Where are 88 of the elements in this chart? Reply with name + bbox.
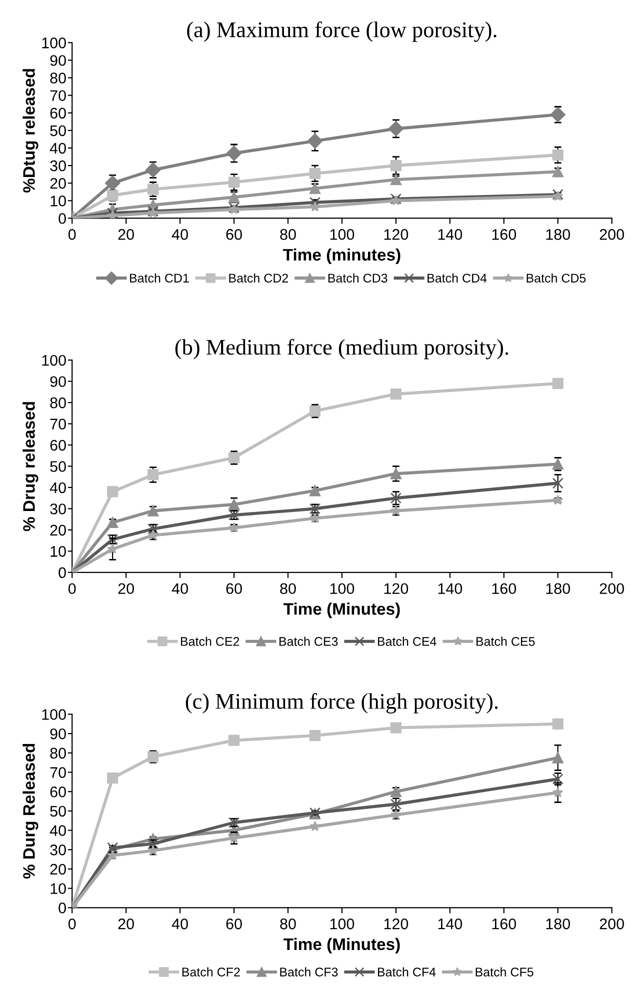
x-tick-label: 140	[438, 229, 462, 240]
legend-label: Batch CE4	[378, 636, 436, 646]
x-tick-label: 100	[330, 229, 354, 240]
y-axis-title: % Drug released	[22, 402, 38, 532]
legend-label: Batch CE3	[279, 636, 338, 646]
legend-label: Batch CE5	[476, 636, 535, 646]
x-tick-label: 20	[118, 583, 134, 594]
y-tick-label: 80	[50, 748, 66, 759]
chart-title: (c) Minimum force (high porosity).	[186, 693, 498, 714]
x-tick-label: 160	[492, 229, 516, 240]
x-tick-label: 200	[600, 918, 624, 930]
y-tick-label: 50	[50, 125, 66, 136]
x-tick-label: 80	[280, 229, 296, 240]
y-tick-label: 40	[50, 482, 66, 494]
y-tick-label: 70	[50, 418, 66, 430]
legend-label: Batch CD2	[229, 273, 288, 283]
x-tick-label: 20	[118, 229, 134, 240]
x-tick-label: 80	[280, 918, 296, 930]
x-tick-label: 120	[384, 918, 408, 930]
y-tick-label: 20	[50, 524, 66, 536]
y-tick-label: 0	[58, 902, 66, 914]
x-tick-label: 200	[600, 583, 624, 594]
x-tick-label: 140	[438, 583, 462, 594]
legend-label: Batch CD1	[130, 273, 189, 283]
legend-label: Batch CF3	[280, 967, 338, 976]
y-tick-label: 20	[50, 864, 66, 875]
x-tick-label: 40	[172, 918, 188, 930]
x-axis-title: Time (Minutes)	[284, 602, 400, 618]
legend-label: Batch CF4	[378, 967, 436, 976]
x-tick-label: 60	[226, 583, 242, 594]
x-tick-label: 60	[226, 229, 242, 240]
x-axis-title: Time (minutes)	[283, 248, 400, 264]
legend-label: Batch CF2	[182, 967, 240, 976]
x-axis-title: Time (Minutes)	[284, 938, 400, 954]
y-tick-label: 40	[50, 825, 66, 836]
x-tick-label: 180	[546, 583, 570, 594]
y-tick-label: 30	[50, 844, 66, 856]
x-tick-label: 0	[68, 583, 76, 594]
y-tick-label: 40	[50, 142, 66, 154]
y-tick-label: 70	[50, 767, 66, 778]
y-tick-label: 80	[50, 397, 66, 408]
legend-label: Batch CD4	[428, 273, 487, 283]
y-axis-title: %Dtug released	[22, 69, 38, 193]
y-tick-label: 20	[50, 178, 66, 189]
y-tick-label: 90	[50, 55, 66, 66]
y-tick-label: 100	[42, 709, 66, 720]
x-tick-label: 140	[438, 918, 462, 930]
y-tick-label: 60	[50, 440, 66, 451]
x-tick-label: 180	[546, 229, 570, 240]
chart-title: (a) Maximum force (low porosity).	[187, 21, 496, 42]
y-tick-label: 90	[50, 728, 66, 740]
chart-title: (b) Medium force (medium porosity).	[175, 338, 508, 360]
y-tick-label: 10	[50, 546, 66, 557]
y-tick-label: 60	[50, 108, 66, 119]
x-tick-label: 160	[492, 583, 516, 594]
y-tick-label: 80	[50, 72, 66, 84]
legend-label: Batch CD5	[526, 273, 586, 283]
y-axis-title: % Durg Released	[22, 744, 38, 879]
x-tick-label: 40	[172, 583, 188, 594]
y-tick-label: 100	[42, 38, 66, 48]
x-tick-label: 120	[384, 229, 408, 240]
y-tick-label: 0	[58, 213, 66, 224]
x-tick-label: 160	[492, 918, 516, 930]
legend-label: Batch CD3	[328, 273, 388, 283]
y-tick-label: 50	[50, 806, 66, 817]
x-tick-label: 120	[384, 583, 408, 594]
legend-label: Batch CE2	[180, 636, 240, 646]
x-tick-label: 0	[68, 918, 76, 930]
y-tick-label: 100	[42, 354, 66, 366]
legend-label: Batch CF5	[476, 967, 534, 976]
x-tick-label: 200	[600, 229, 624, 240]
x-tick-label: 60	[226, 918, 242, 930]
y-tick-label: 60	[50, 786, 66, 798]
x-tick-label: 180	[546, 918, 570, 930]
y-tick-label: 0	[58, 567, 66, 578]
y-tick-label: 90	[50, 376, 66, 388]
x-tick-label: 40	[172, 229, 188, 240]
x-tick-label: 0	[68, 229, 76, 240]
x-tick-label: 20	[118, 918, 134, 930]
x-tick-label: 80	[280, 583, 296, 594]
y-tick-label: 30	[50, 160, 66, 172]
y-tick-label: 10	[50, 883, 66, 894]
x-tick-label: 100	[330, 583, 354, 594]
y-tick-label: 50	[50, 461, 66, 472]
y-tick-label: 70	[50, 90, 66, 102]
x-tick-label: 100	[330, 918, 354, 930]
y-tick-label: 30	[50, 504, 66, 514]
y-tick-label: 10	[50, 196, 66, 206]
